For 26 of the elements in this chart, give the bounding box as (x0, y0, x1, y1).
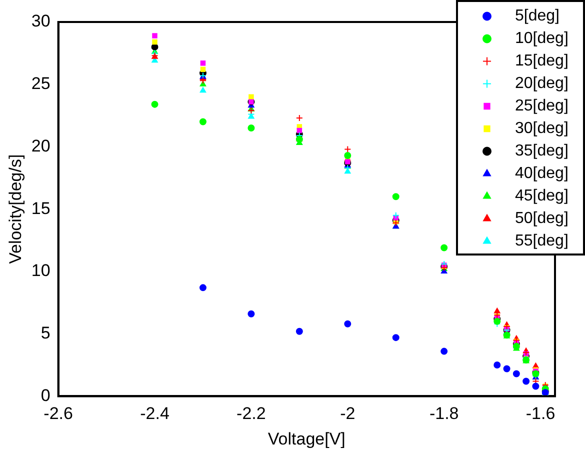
legend-label: 15[deg] (515, 52, 568, 70)
legend-label: 45[deg] (515, 188, 568, 205)
legend-label: 55[deg] (515, 232, 568, 250)
y-tick-label: 30 (31, 12, 50, 31)
legend-label: 50[deg] (515, 210, 568, 228)
y-tick-label: 10 (31, 261, 50, 280)
x-tick-label: -1.8 (429, 404, 459, 424)
y-tick-label: 25 (31, 74, 50, 94)
x-tick-label: -2.6 (44, 404, 73, 424)
y-axis-title: Velocity[deg/s] (6, 154, 25, 264)
legend-label: 30[deg] (515, 120, 568, 138)
y-tick-label: 15 (31, 198, 50, 218)
legend-label: 40[deg] (515, 165, 568, 182)
x-tick-label: -1.6 (526, 404, 556, 424)
x-tick-label: -2.2 (236, 404, 266, 424)
y-tick-label: 20 (31, 136, 50, 156)
legend-label: 20[deg] (515, 75, 568, 92)
legend-label: 10[deg] (515, 30, 568, 48)
x-axis-title: Voltage[V] (268, 429, 346, 448)
legend-label: 25[deg] (515, 98, 568, 115)
x-tick-label: -2 (340, 404, 356, 424)
x-tick-label: -2.4 (140, 404, 170, 424)
legend-label: 5[deg] (515, 8, 560, 25)
y-tick-label: 5 (40, 324, 50, 343)
legend-label: 35[deg] (515, 142, 568, 160)
y-tick-label: 0 (40, 386, 50, 405)
